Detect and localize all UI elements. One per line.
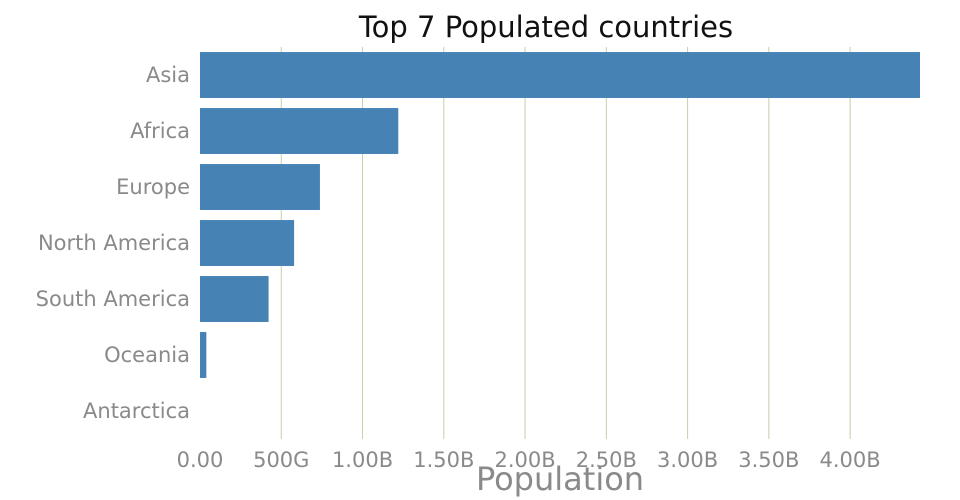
bar [200, 220, 295, 266]
bars [200, 52, 920, 378]
category-label: North America [38, 231, 190, 255]
category-label: Antarctica [83, 399, 190, 423]
bar [200, 108, 399, 154]
x-tick-labels: 0.00 500G 1.00B 1.50B 2.00B 2.50B 3.00B 3.50B 4.… [177, 448, 881, 472]
x-tick-label: 1.00B [332, 448, 393, 472]
bar [200, 332, 207, 378]
x-tick-label: 1.50B [413, 448, 474, 472]
x-tick-label: 0.00 [177, 448, 224, 472]
bar [200, 52, 920, 98]
x-tick-label: 2.50B [576, 448, 637, 472]
category-label: Asia [146, 63, 190, 87]
x-tick-label: 3.50B [738, 448, 799, 472]
x-axis-title: Population [476, 460, 644, 498]
x-tick-label: 4.00B [820, 448, 881, 472]
grid-lines [280, 47, 851, 439]
x-tick-label: 500G [253, 448, 309, 472]
category-labels: Asia Africa Europe North America South Ameri… [36, 63, 190, 423]
category-label: South America [36, 287, 190, 311]
x-tick-label: 3.00B [657, 448, 718, 472]
category-label: Europe [116, 175, 190, 199]
category-label: Africa [130, 119, 190, 143]
category-label: Oceania [104, 343, 190, 367]
bar [200, 276, 269, 322]
bar [200, 164, 320, 210]
x-tick-label: 2.00B [494, 448, 555, 472]
chart-title: Top 7 Populated countries [358, 10, 733, 44]
